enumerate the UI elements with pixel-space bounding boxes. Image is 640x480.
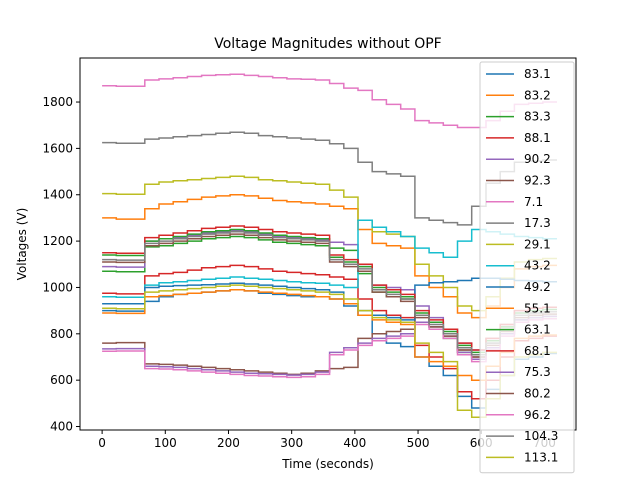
legend-entry: 80.2 (524, 387, 551, 401)
legend-entry: 104.3 (524, 429, 558, 443)
legend-entry: 96.2 (524, 408, 551, 422)
y-tick-label: 400 (50, 420, 73, 434)
legend-entry: 7.1 (524, 195, 543, 209)
y-tick-label: 1200 (42, 234, 73, 248)
y-tick-label: 1400 (42, 188, 73, 202)
y-tick-label: 1600 (42, 141, 73, 155)
legend-entry: 83.2 (524, 88, 551, 102)
legend: 83.1 83.2 83.3 88.1 90.2 92.3 7.1 17.3 29.1 43.2 4… (479, 61, 575, 474)
chart-title: Voltage Magnitudes without OPF (214, 36, 441, 52)
legend-entry: 113.1 (524, 450, 558, 464)
y-axis-label: Voltages (V) (15, 208, 29, 281)
x-tick-label: 500 (407, 436, 430, 450)
legend-entry: 63.1 (524, 323, 551, 337)
legend-entry: 49.2 (524, 280, 551, 294)
y-tick-label: 600 (50, 373, 73, 387)
legend-entry: 90.2 (524, 152, 551, 166)
x-tick-label: 300 (280, 436, 303, 450)
legend-entry: 75.3 (524, 365, 551, 379)
x-tick-label: 400 (343, 436, 366, 450)
x-axis-label: Time (seconds) (281, 457, 374, 471)
legend-box (479, 61, 575, 474)
plot-frame (79, 57, 577, 431)
legend-entry: 55.1 (524, 301, 551, 315)
legend-entry: 17.3 (524, 216, 551, 230)
y-tick-label: 1800 (42, 95, 73, 109)
series-line-10 (102, 277, 557, 321)
y-tick-label: 800 (50, 327, 73, 341)
legend-entry: 83.3 (524, 110, 551, 124)
legend-entry: 92.3 (524, 174, 551, 188)
x-tick-label: 0 (98, 436, 106, 450)
x-tick-label: 200 (217, 436, 240, 450)
legend-entry: 83.1 (524, 67, 551, 81)
legend-entry: 68.1 (524, 344, 551, 358)
x-tick-label: 100 (154, 436, 177, 450)
legend-entry: 43.2 (524, 259, 551, 273)
legend-entry: 88.1 (524, 131, 551, 145)
y-axis: 400 600 800 1000 1200 1400 1600 1800 (42, 95, 80, 434)
legend-entry: 29.1 (524, 237, 551, 251)
y-tick-label: 1000 (42, 280, 73, 294)
